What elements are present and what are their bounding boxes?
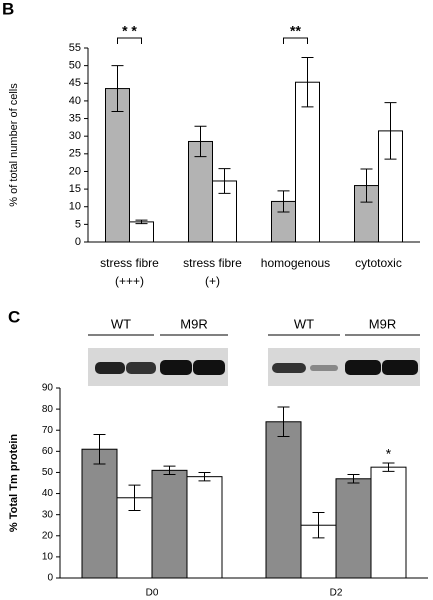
x-tick-label: homogenous	[261, 256, 330, 270]
y-tick-label: 20	[42, 530, 54, 541]
error-bar	[111, 65, 124, 112]
annotation: * *	[122, 23, 137, 39]
blot	[88, 348, 420, 386]
annotation: *	[386, 446, 392, 462]
bracket	[117, 37, 142, 44]
error-bar	[360, 168, 373, 203]
panel-label: C	[8, 307, 20, 326]
bar	[335, 478, 372, 579]
y-tick-label: 10	[42, 552, 54, 563]
x-tick-label: stress fibre	[100, 256, 159, 270]
y-axis-label: % Total Tm protein	[8, 434, 20, 532]
x-tick-label: stress fibre	[183, 256, 242, 270]
error-bar	[347, 474, 360, 484]
error-bar	[93, 433, 106, 465]
error-bar	[163, 465, 176, 476]
error-bar	[312, 512, 325, 539]
error-bar	[277, 406, 290, 438]
y-tick-label: 90	[42, 383, 54, 394]
y-tick-label: 0	[75, 236, 81, 248]
y-tick-label: 30	[42, 509, 54, 520]
lane-label: M9R	[369, 316, 396, 331]
y-tick-label: 30	[69, 130, 81, 142]
y-tick-label: 5	[75, 218, 81, 230]
x-tick-label: (+++)	[115, 274, 144, 288]
bracket	[283, 37, 308, 44]
error-bar	[128, 484, 141, 511]
bar	[151, 469, 188, 579]
lane-label: WT	[294, 316, 314, 331]
bar	[81, 448, 118, 579]
x-tick-label: D2	[330, 588, 343, 599]
y-tick-label: 60	[42, 446, 54, 457]
error-bar	[194, 125, 207, 158]
error-bar	[384, 102, 397, 160]
y-tick-label: 55	[69, 42, 81, 54]
bar	[186, 476, 223, 579]
y-tick-label: 15	[69, 183, 81, 195]
y-tick-label: 40	[42, 488, 54, 499]
error-bar	[382, 462, 395, 472]
y-tick-label: 50	[42, 467, 54, 478]
error-bar	[277, 190, 290, 213]
bar	[129, 221, 154, 243]
x-tick-label: (+)	[205, 274, 220, 288]
y-tick-label: 10	[69, 201, 81, 213]
bar	[116, 497, 153, 579]
y-tick-label: 80	[42, 404, 54, 415]
error-bar	[301, 57, 314, 108]
error-bar	[198, 471, 211, 482]
y-tick-label: 20	[69, 165, 81, 177]
panel-label: B	[2, 0, 14, 18]
y-tick-label: 35	[69, 112, 81, 124]
annotation: **	[290, 23, 301, 39]
bar	[265, 421, 302, 579]
x-tick-label: D0	[146, 588, 159, 599]
y-tick-label: 40	[69, 95, 81, 107]
error-bar	[218, 168, 231, 194]
lane-label: M9R	[180, 316, 207, 331]
y-tick-label: 25	[69, 148, 81, 160]
y-tick-label: 50	[69, 60, 81, 72]
x-tick-label: cytotoxic	[355, 256, 402, 270]
bar	[105, 88, 130, 243]
y-axis-label: % of total number of cells	[8, 83, 20, 207]
lane-label: WT	[111, 316, 131, 331]
y-tick-label: 45	[69, 77, 81, 89]
y-tick-label: 0	[47, 573, 53, 584]
error-bar	[135, 219, 148, 225]
bar	[370, 466, 407, 579]
bar	[188, 140, 213, 243]
y-tick-label: 70	[42, 425, 54, 436]
